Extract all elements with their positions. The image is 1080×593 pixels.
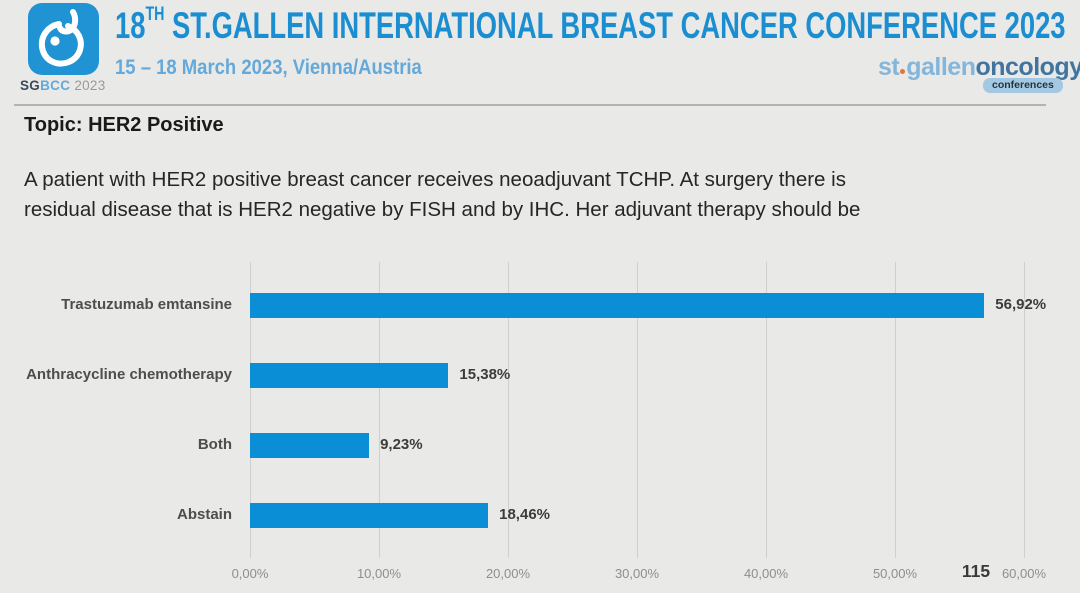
gridline bbox=[1024, 262, 1025, 558]
gridline bbox=[765, 262, 767, 558]
topic-heading: Topic: HER2 Positive bbox=[24, 114, 224, 136]
brand-oncology: oncology bbox=[975, 53, 1080, 81]
bar-value-label: 56,92% bbox=[995, 296, 1047, 313]
breast-symbol-icon bbox=[38, 9, 84, 67]
conference-title: 18TH ST.GALLEN INTERNATIONAL BREAST CANC… bbox=[115, 4, 1066, 50]
stgallen-oncology-logo: st gallenoncology conferences bbox=[878, 53, 1080, 93]
bar-value-label: 15,38% bbox=[459, 366, 511, 383]
category-label: Anthracycline chemotherapy bbox=[26, 366, 232, 383]
brand-conferences-badge: conferences bbox=[983, 78, 1063, 93]
header-divider bbox=[14, 104, 1046, 106]
x-tick-label: 30,00% bbox=[614, 566, 660, 581]
category-labels: Trastuzumab emtansine Anthracycline chemo… bbox=[0, 262, 232, 558]
respondent-count: 115 bbox=[961, 561, 991, 581]
x-tick-label: 40,00% bbox=[743, 566, 789, 581]
bar-trastuzumab-emtansine bbox=[250, 292, 985, 318]
category-label: Abstain bbox=[176, 506, 232, 523]
question-line1: A patient with HER2 positive breast canc… bbox=[24, 168, 846, 191]
brand-gallen: gallen bbox=[906, 53, 976, 81]
brand-st: st bbox=[878, 53, 900, 81]
sgbcc-logo-icon bbox=[28, 3, 99, 75]
x-axis: 0,00% 10,00% 20,00% 30,00% 40,00% 50,00% 60,00… bbox=[232, 566, 1046, 586]
title-rest: ST.GALLEN INTERNATIONAL BREAST CANCER CO… bbox=[164, 5, 1066, 46]
title-ordinal: TH bbox=[145, 4, 165, 25]
title-number: 18 bbox=[115, 5, 146, 46]
brand-dot-icon bbox=[900, 69, 906, 74]
x-tick-label: 60,00% bbox=[1001, 566, 1047, 581]
gridline bbox=[250, 262, 251, 558]
logo-caption-year: 2023 bbox=[70, 78, 106, 93]
logo-caption-bcc: BCC bbox=[40, 78, 71, 93]
logo-caption-sg: SG bbox=[20, 78, 41, 93]
poll-results-chart: Trastuzumab emtansine Anthracycline chemo… bbox=[0, 258, 1080, 593]
bar-abstain bbox=[250, 502, 489, 528]
gridline bbox=[895, 262, 896, 558]
x-tick-label: 50,00% bbox=[872, 566, 918, 581]
brand-wordmark: st gallenoncology bbox=[878, 53, 1080, 82]
x-tick-label: 0,00% bbox=[231, 566, 269, 581]
conference-date: 15 – 18 March 2023, Vienna/Austria bbox=[115, 56, 422, 79]
bar-anthracycline-chemotherapy bbox=[250, 362, 449, 388]
category-label: Trastuzumab emtansine bbox=[61, 296, 232, 313]
gridline bbox=[507, 262, 509, 558]
question-text: A patient with HER2 positive breast canc… bbox=[24, 165, 860, 225]
gridline bbox=[378, 262, 380, 558]
bar-value-label: 9,23% bbox=[380, 436, 423, 453]
bar-value-label: 18,46% bbox=[499, 506, 550, 523]
bar-both bbox=[250, 432, 370, 458]
question-line2: residual disease that is HER2 negative b… bbox=[24, 198, 861, 221]
x-tick-label: 20,00% bbox=[485, 566, 531, 581]
category-label: Both bbox=[197, 436, 232, 453]
plot-area: 56,92% 15,38% 9,23% 18,46% bbox=[250, 262, 1046, 558]
sgbcc-logo-caption: SGBCC 2023 bbox=[20, 78, 115, 93]
gridline bbox=[637, 262, 638, 558]
x-tick-label: 10,00% bbox=[356, 566, 402, 581]
